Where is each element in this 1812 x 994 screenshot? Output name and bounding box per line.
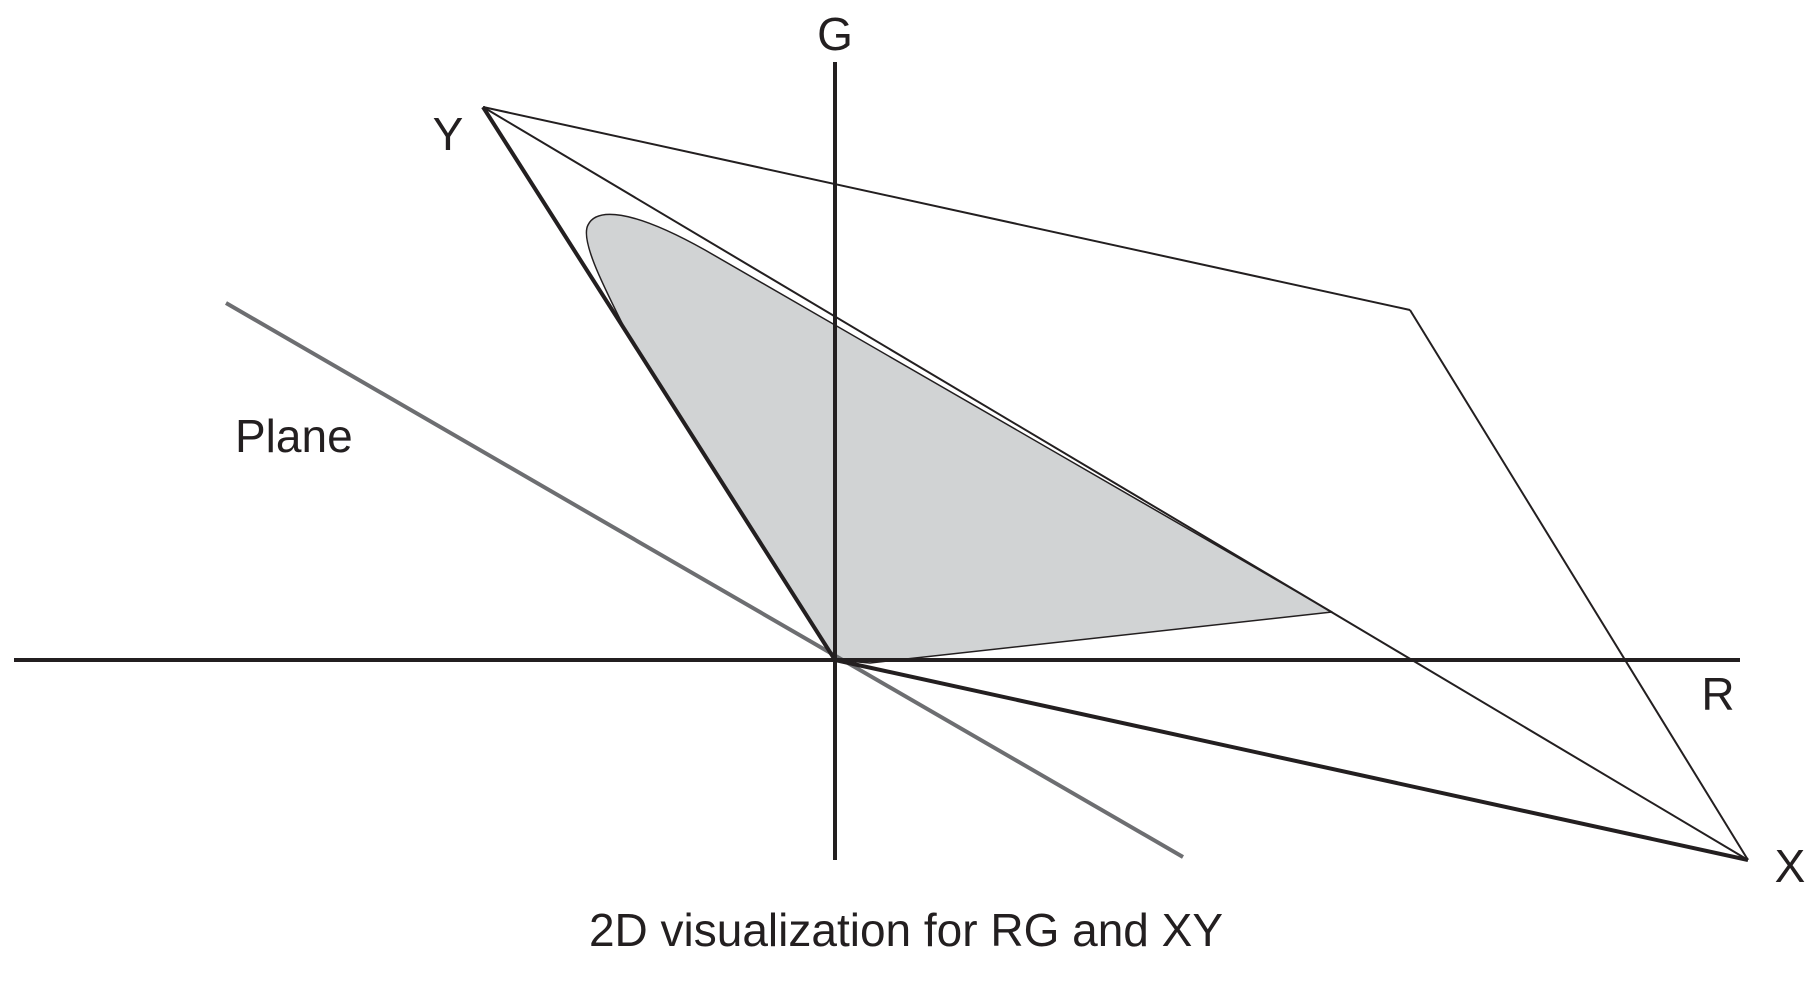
y-vertex-label: Y	[433, 108, 464, 160]
y-to-x-edge	[482, 106, 1749, 861]
plane-line	[224, 301, 1185, 859]
g-axis-label: G	[817, 8, 853, 60]
figure-caption: 2D visualization for RG and XY	[589, 904, 1223, 956]
corner-to-x-edge	[1409, 309, 1749, 861]
y-to-corner-edge	[482, 106, 1411, 311]
gamut-region	[585, 213, 1333, 664]
r-axis-label: R	[1701, 668, 1734, 720]
plane-label: Plane	[235, 410, 353, 462]
y-to-origin-edge	[481, 105, 837, 662]
origin-to-x-edge	[834, 658, 1749, 862]
x-vertex-label: X	[1775, 840, 1806, 892]
